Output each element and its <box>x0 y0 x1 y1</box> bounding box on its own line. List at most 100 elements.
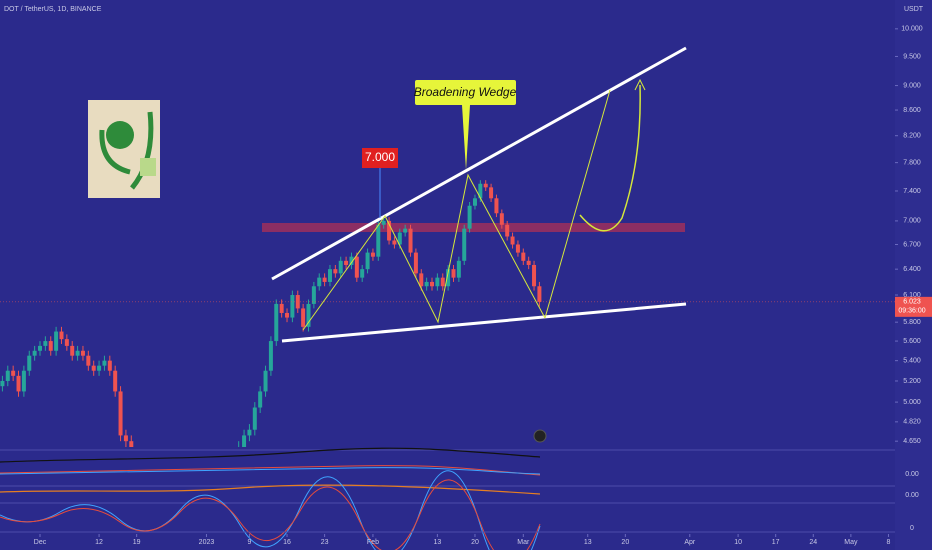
lower-trendline <box>281 302 687 343</box>
price-callout-text: 7.000 <box>365 150 395 164</box>
candle-body <box>462 228 467 261</box>
x-tick-label: 20 <box>471 539 479 546</box>
y-tick-label: 9.500 <box>903 53 921 60</box>
candle-body <box>349 256 354 265</box>
candle-body <box>521 252 526 261</box>
candle-body <box>38 345 42 351</box>
candle-body <box>494 198 499 214</box>
upper-trendline <box>271 46 687 281</box>
candle-body <box>247 429 252 436</box>
projection-curve <box>579 84 641 232</box>
y-tick-label: 6.700 <box>903 241 921 248</box>
candle-body <box>440 277 445 287</box>
candle-body <box>279 303 284 313</box>
candle-body <box>467 205 472 229</box>
candle-body <box>16 375 21 392</box>
arrow-head <box>634 78 646 91</box>
y-tick-label: 4.820 <box>903 419 921 426</box>
x-tick-label: 24 <box>809 539 817 546</box>
indicator-axis-label: 0.00 <box>905 492 919 499</box>
candle-body <box>86 355 91 366</box>
candle-body <box>107 360 112 371</box>
candle-body <box>252 407 257 430</box>
x-tick-label: Feb <box>367 539 379 546</box>
y-tick-label: 5.800 <box>903 319 921 326</box>
x-tick-label: 9 <box>247 539 251 546</box>
candle-body <box>430 281 435 287</box>
wave-path <box>302 173 546 331</box>
candle-body <box>32 350 37 356</box>
candle-body <box>311 286 316 304</box>
x-tick-label: 16 <box>283 539 291 546</box>
candle-body <box>510 236 515 245</box>
candle-body <box>408 228 413 253</box>
y-tick-label: 7.000 <box>903 218 921 225</box>
candle-body <box>242 435 247 447</box>
x-tick-label: Dec <box>34 539 47 546</box>
x-tick-label: 13 <box>584 539 592 546</box>
y-tick-label: 8.200 <box>903 133 921 140</box>
candle-body <box>5 370 10 381</box>
candle-body <box>301 308 306 327</box>
candle-body <box>54 331 59 351</box>
logo <box>88 100 160 198</box>
y-tick-label: 6.400 <box>903 266 921 273</box>
last-price-label: 6.023 <box>903 299 921 306</box>
candle-body <box>505 224 510 237</box>
candle-body <box>48 341 53 351</box>
candle-body <box>419 273 424 287</box>
symbol-title: DOT / TetherUS, 1D, BINANCE <box>4 6 102 13</box>
candle-body <box>97 365 102 371</box>
y-tick-label: 10.000 <box>901 26 923 33</box>
candle-body <box>354 256 359 278</box>
candle-body <box>499 213 504 225</box>
candle-body <box>70 345 75 356</box>
y-tick-label: 5.600 <box>903 338 921 345</box>
candle-body <box>11 370 16 376</box>
candle-body <box>285 312 290 318</box>
y-tick-label: 5.400 <box>903 357 921 364</box>
candle-body <box>403 228 408 233</box>
x-tick-label: 8 <box>887 539 891 546</box>
candle-body <box>80 350 85 356</box>
y-tick-label: 4.650 <box>903 438 921 445</box>
candle-body <box>376 224 381 257</box>
candle-body <box>435 277 440 287</box>
candle-body <box>322 277 327 282</box>
y-tick-label: 8.600 <box>903 107 921 114</box>
candle-body <box>392 240 397 245</box>
candle-body <box>451 269 456 278</box>
x-tick-label: May <box>844 539 858 546</box>
indicator-axis-label: 0 <box>910 525 914 532</box>
candle-body <box>413 252 418 274</box>
candle-body <box>268 341 273 371</box>
y-tick-label: 5.200 <box>903 378 921 385</box>
countdown-label: 09:36:00 <box>898 308 925 315</box>
x-tick-label: 12 <box>95 539 103 546</box>
pattern-callout <box>415 80 516 105</box>
candle-body <box>333 269 338 274</box>
projection-path <box>544 89 611 319</box>
x-tick-label: 10 <box>734 539 742 546</box>
price-callout <box>362 148 398 168</box>
candle-body <box>27 355 32 371</box>
candle-body <box>478 183 483 199</box>
y-tick-label: 9.000 <box>903 82 921 89</box>
x-tick-label: 2023 <box>199 539 215 546</box>
pattern-callout-text: Broadening Wedge <box>414 85 517 99</box>
x-tick-label: 23 <box>321 539 329 546</box>
candle-body <box>263 370 268 392</box>
candle-body <box>290 295 295 318</box>
candle-body <box>118 391 123 436</box>
candle-body <box>317 277 322 287</box>
candle-body <box>91 365 96 371</box>
candle-body <box>483 183 488 188</box>
x-tick-label: 13 <box>433 539 441 546</box>
y-tick-label: 6.100 <box>903 292 921 299</box>
candle-body <box>532 264 537 287</box>
x-tick-label: 19 <box>133 539 141 546</box>
candle-body <box>258 391 263 408</box>
candle-body <box>381 220 386 225</box>
candle-body <box>397 232 402 245</box>
